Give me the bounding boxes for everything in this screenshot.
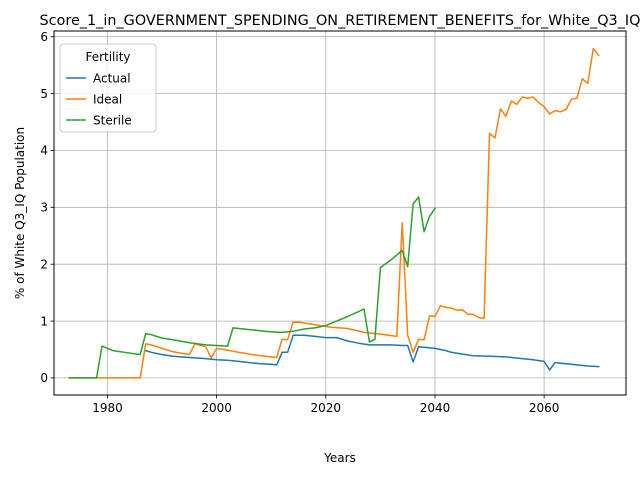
x-tick-label: 1980: [92, 401, 123, 415]
series-line-ideal: [68, 47, 600, 379]
y-tick-label: 4: [40, 144, 48, 158]
series-line-sterile: [68, 196, 437, 379]
chart-title: Score_1_in_GOVERNMENT_SPENDING_ON_RETIRE…: [40, 13, 640, 29]
y-tick-label: 6: [40, 30, 48, 44]
legend-title: Fertility: [85, 50, 130, 64]
y-axis-ticks: 0 1 2 3 4 5 6: [40, 30, 54, 385]
y-tick-label: 5: [40, 87, 48, 101]
x-tick-label: 2000: [201, 401, 232, 415]
legend-label-actual: Actual: [93, 71, 131, 85]
legend-label-sterile: Sterile: [93, 113, 132, 127]
y-tick-label: 0: [40, 371, 48, 385]
legend-entries: Actual Ideal Sterile: [66, 71, 132, 127]
x-tick-label: 2040: [420, 401, 451, 415]
series-line-actual: [144, 334, 600, 371]
x-tick-label: 2060: [529, 401, 560, 415]
x-tick-label: 2020: [311, 401, 342, 415]
legend-label-ideal: Ideal: [93, 92, 122, 106]
y-tick-label: 1: [40, 314, 48, 328]
plot-frame: [53, 30, 627, 396]
y-axis-label: % of White Q3_IQ Population: [13, 127, 27, 299]
grid-lines: [54, 31, 626, 395]
x-axis-ticks: 1980 2000 2020 2040 2060: [92, 395, 559, 415]
y-tick-label: 3: [40, 201, 48, 215]
legend: Fertility Actual Ideal Sterile: [59, 43, 157, 133]
y-tick-label: 2: [40, 258, 48, 272]
series-lines: [68, 47, 600, 379]
legend-box: [59, 43, 157, 133]
x-axis-label: Years: [323, 451, 356, 465]
